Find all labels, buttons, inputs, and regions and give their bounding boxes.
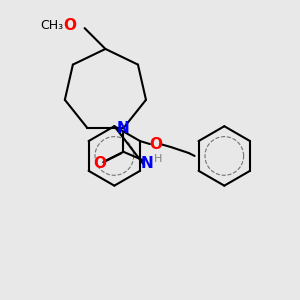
Text: O: O	[63, 18, 76, 33]
Text: N: N	[117, 121, 130, 136]
Text: O: O	[93, 156, 106, 171]
Text: CH₃: CH₃	[40, 19, 64, 32]
Text: N: N	[141, 156, 154, 171]
Text: O: O	[149, 136, 162, 152]
Text: H: H	[154, 154, 162, 164]
